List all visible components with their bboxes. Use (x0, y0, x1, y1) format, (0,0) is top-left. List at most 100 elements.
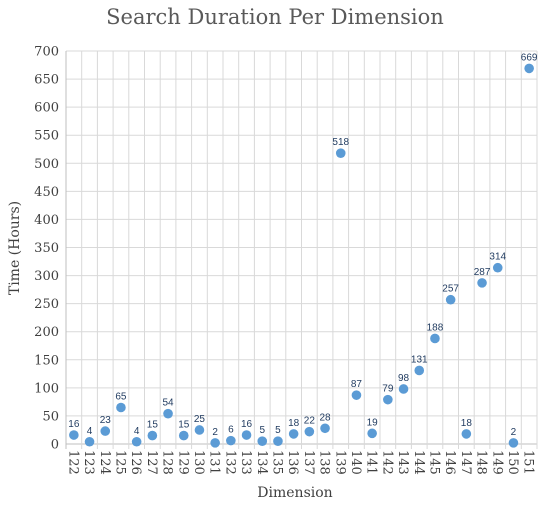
data-label: 2 (511, 427, 517, 438)
x-tick-label: 124 (97, 450, 112, 475)
x-tick-label: 132 (222, 450, 237, 475)
data-point (477, 278, 487, 288)
data-point (273, 436, 283, 446)
data-label: 15 (178, 420, 190, 431)
data-point (320, 423, 330, 434)
x-tick-label: 146 (442, 450, 457, 475)
data-label: 79 (382, 384, 394, 395)
data-label: 16 (241, 419, 253, 430)
data-label: 98 (398, 373, 410, 384)
y-tick-label: 100 (34, 381, 59, 396)
x-tick-label: 142 (379, 450, 394, 475)
y-tick-label: 300 (34, 269, 59, 284)
data-point (210, 438, 220, 448)
data-label: 28 (319, 412, 331, 423)
data-point (131, 436, 142, 447)
data-point (430, 333, 440, 344)
data-label: 314 (489, 252, 506, 263)
data-point (257, 436, 268, 446)
data-point (367, 428, 377, 439)
y-tick-label: 200 (34, 325, 59, 340)
data-label: 65 (115, 392, 127, 403)
data-point (69, 430, 79, 440)
data-label: 5 (275, 425, 281, 436)
gridlines (65, 50, 538, 449)
data-point (194, 425, 205, 435)
data-point (100, 426, 111, 436)
x-tick-label: 137 (301, 450, 316, 475)
data-label: 25 (194, 414, 206, 425)
chart-title: Search Duration Per Dimension (106, 5, 444, 29)
y-tick-label: 500 (34, 157, 59, 172)
data-point (84, 436, 95, 447)
data-point (445, 294, 456, 305)
data-label: 518 (332, 137, 349, 148)
data-label: 2 (212, 427, 218, 438)
data-point (524, 63, 534, 74)
data-label: 23 (100, 415, 112, 426)
data-point (226, 435, 236, 446)
x-tick-label: 134 (254, 450, 269, 475)
data-label: 16 (68, 419, 80, 430)
x-tick-label: 123 (81, 450, 96, 475)
x-tick-label: 131 (207, 450, 222, 475)
data-point (335, 148, 346, 158)
data-label: 19 (367, 417, 379, 428)
x-tick-label: 149 (489, 450, 504, 475)
data-point (492, 262, 503, 273)
data-label: 18 (288, 418, 300, 429)
y-tick-label: 550 (34, 129, 59, 144)
x-tick-label: 135 (269, 450, 284, 475)
data-point (508, 438, 519, 448)
data-point (178, 430, 189, 441)
data-label: 22 (304, 416, 316, 427)
data-label: 4 (134, 426, 140, 437)
x-tick-label: 126 (128, 450, 143, 475)
y-tick-label: 0 (51, 438, 59, 453)
x-tick-label: 148 (474, 450, 489, 475)
data-label: 287 (474, 267, 491, 278)
data-point (288, 429, 299, 439)
data-point (414, 365, 425, 376)
data-label: 18 (461, 418, 473, 429)
y-tick-label: 600 (34, 101, 59, 116)
data-label: 188 (427, 322, 444, 333)
x-tick-label: 127 (144, 450, 159, 475)
x-tick-label: 140 (348, 450, 363, 475)
y-tick-label: 150 (34, 353, 59, 368)
x-tick-label: 150 (505, 450, 520, 475)
data-point (398, 384, 409, 394)
x-tick-label: 130 (191, 450, 206, 475)
data-point (383, 394, 393, 405)
data-point (147, 430, 158, 441)
y-tick-labels: 0 50 100 150 200 250 300 350 400 450 500 550 600 650 7… (34, 45, 59, 453)
data-point (461, 429, 472, 439)
x-tick-label: 136 (285, 450, 300, 475)
data-label: 6 (228, 425, 234, 436)
y-tick-label: 400 (34, 213, 59, 228)
y-axis-title: Time (Hours) (7, 201, 23, 295)
data-label: 54 (162, 398, 174, 409)
y-tick-label: 250 (34, 297, 59, 312)
x-tick-label: 145 (426, 450, 441, 475)
data-label: 5 (259, 425, 265, 436)
y-tick-label: 350 (34, 241, 59, 256)
data-label: 87 (351, 379, 363, 390)
data-point (241, 430, 252, 440)
x-tick-label: 122 (65, 450, 80, 475)
x-tick-label: 128 (160, 450, 175, 475)
x-tick-label: 138 (317, 450, 332, 475)
x-tick-label: 147 (458, 450, 473, 475)
x-tick-label: 133 (238, 450, 253, 475)
data-label: 15 (147, 420, 159, 431)
data-label: 131 (411, 354, 428, 365)
data-label: 257 (442, 284, 459, 295)
x-tick-label: 139 (332, 450, 347, 475)
data-point (304, 426, 315, 437)
data-label: 4 (87, 426, 93, 437)
data-points (69, 63, 534, 448)
data-label: 669 (521, 52, 538, 63)
y-tick-label: 50 (42, 409, 59, 424)
